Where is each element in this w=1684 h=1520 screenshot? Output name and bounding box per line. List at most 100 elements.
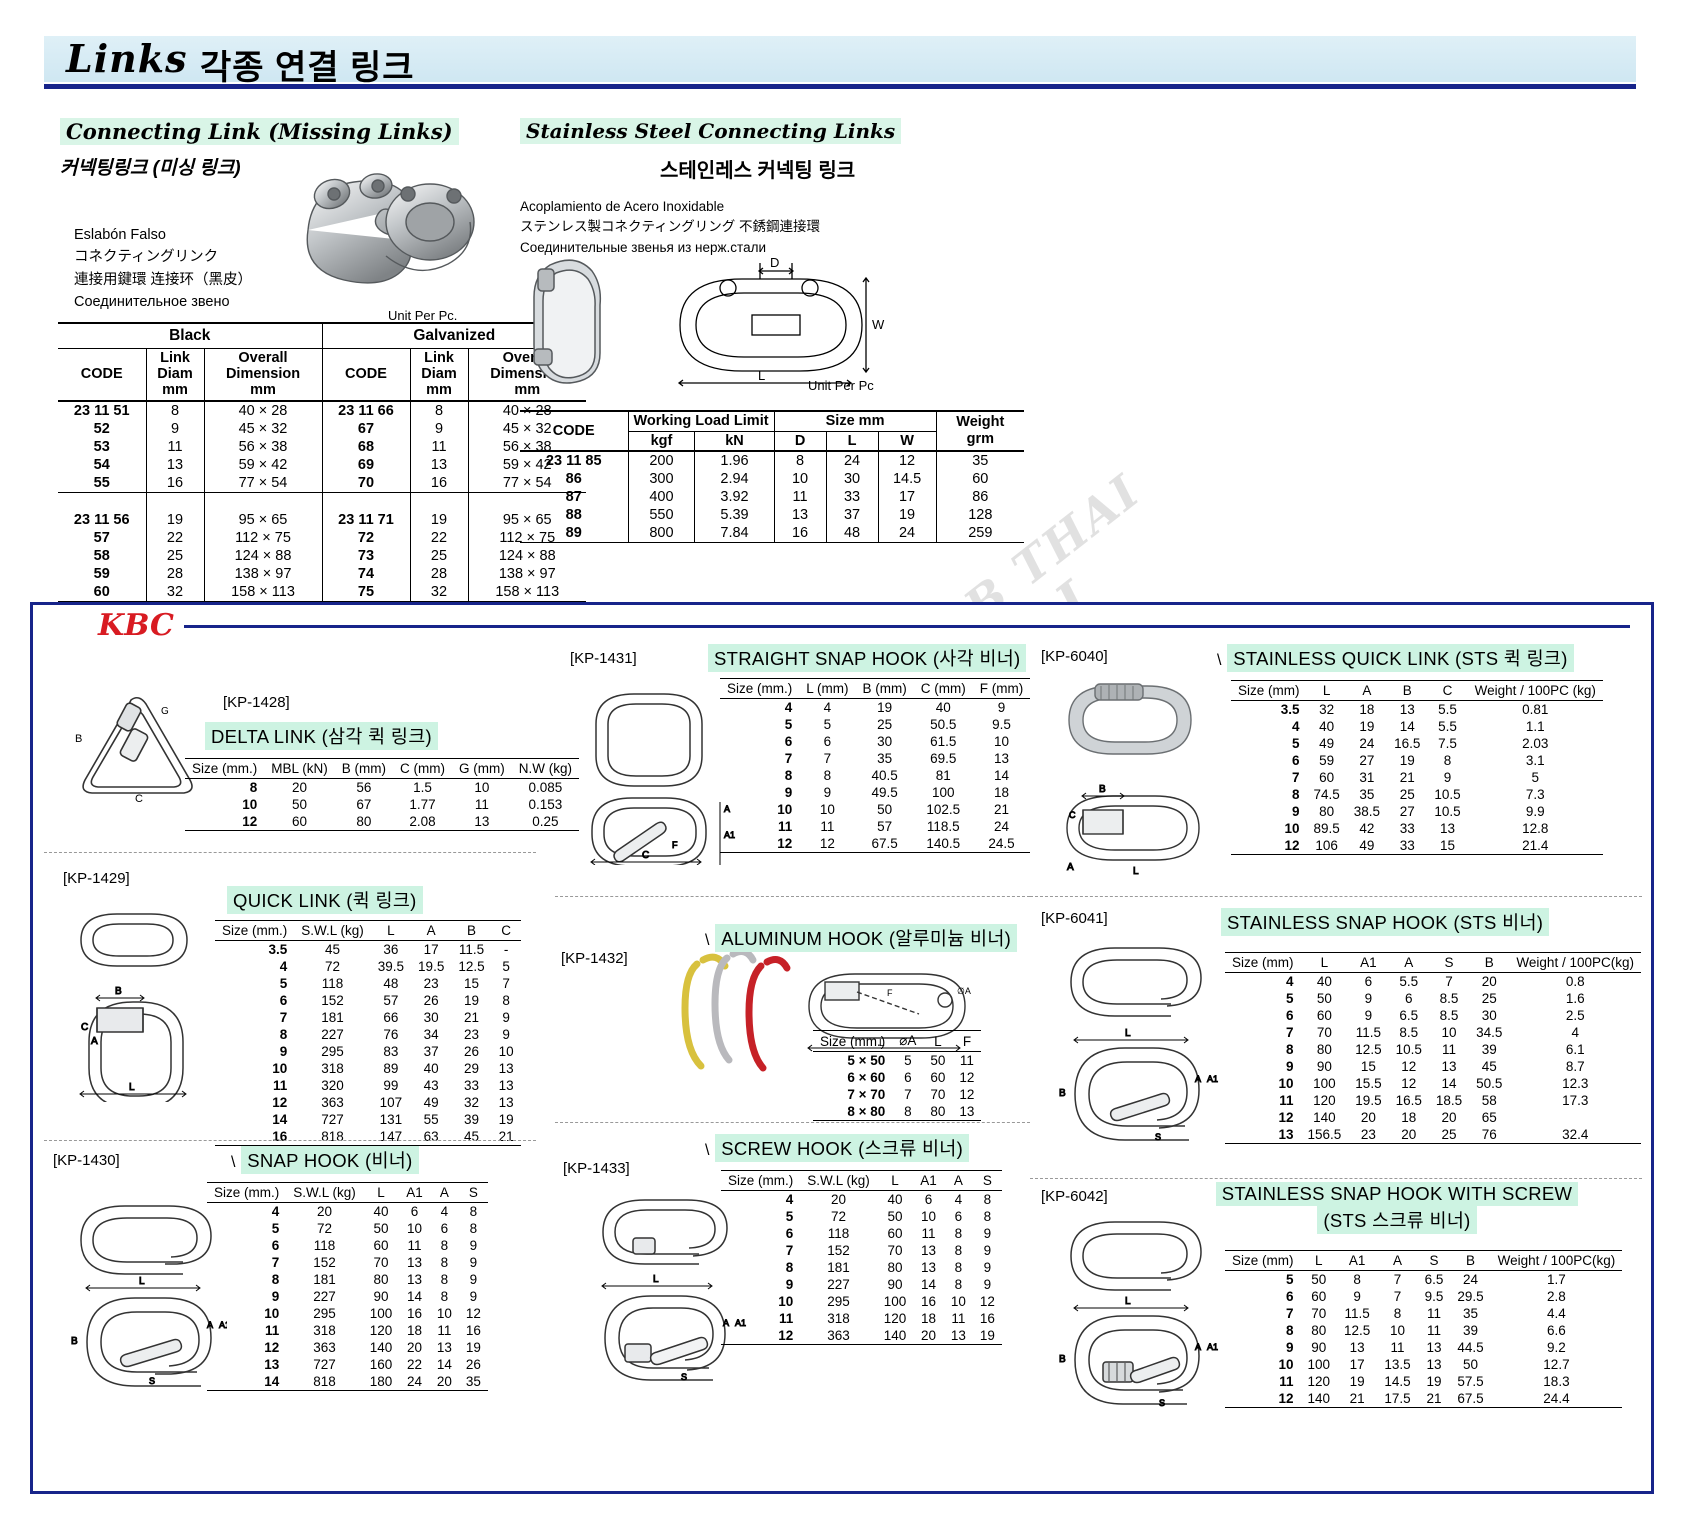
- table-cell: 140: [1307, 1391, 1331, 1406]
- table-cell: 19: [1399, 753, 1415, 768]
- table-cell: 72: [830, 1209, 847, 1224]
- svg-text:W: W: [872, 317, 885, 332]
- table-cell: 818: [313, 1374, 336, 1389]
- table-cell: 6: [410, 1204, 419, 1219]
- svg-text:B: B: [71, 1336, 78, 1347]
- table-row: 8 227 76 34 23 9: [215, 1026, 521, 1043]
- table-cell: 30: [825, 469, 879, 488]
- table-cell: 45: [1481, 1059, 1497, 1074]
- table-row: 12 140 21 17.5 21 67.5 24.4: [1225, 1390, 1622, 1408]
- table-cell: 9: [409, 419, 468, 438]
- table-cell: 9: [1364, 991, 1373, 1006]
- table-cell: 727: [321, 1112, 344, 1127]
- table-cell: 24: [1463, 1272, 1479, 1287]
- table-cell: 12: [1278, 1391, 1294, 1406]
- table-cell: 7 × 70: [847, 1087, 886, 1102]
- table-cell: 45 × 32: [203, 419, 322, 438]
- table-cell: 80: [930, 1104, 946, 1119]
- table-cell: 11: [773, 487, 827, 506]
- table-row: 4 20 40 6 4 8: [721, 1191, 1002, 1209]
- table-row: 12 12 67.5 140.5 24.5: [720, 835, 1030, 853]
- table-cell: 95 × 65: [203, 510, 322, 529]
- table-cell: 181: [827, 1260, 850, 1275]
- table-cell: 40.5: [871, 768, 898, 783]
- table-cell: 124 × 88: [467, 546, 586, 565]
- table-cell: 87: [565, 488, 582, 505]
- table-cell: 14: [436, 1357, 452, 1372]
- table-cell: 18: [921, 1311, 937, 1326]
- col-l: L: [825, 431, 879, 451]
- table-cell: 8: [1353, 1272, 1361, 1287]
- col-code: CODE: [552, 422, 595, 439]
- svg-text:L: L: [1125, 1296, 1131, 1307]
- snap-hook-code: [KP-1430]: [53, 1152, 120, 1169]
- straight-snap-hook-header-row: Size (mm.) L (mm) B (mm) C (mm) F (mm): [720, 678, 1031, 699]
- table-cell: 50: [1463, 1357, 1479, 1372]
- column-header: A: [1362, 683, 1372, 698]
- table-cell: 112 × 75: [467, 528, 586, 547]
- table-cell: 33: [825, 487, 879, 506]
- table-cell: 22: [407, 1357, 423, 1372]
- stainless-snap-hook-screw-body: 5 50 8 7 6.5 24 1.7 6 60 9 7 9.5 29.5 2.8 7 70 11.5 8 11 35…: [1225, 1271, 1622, 1408]
- table-cell: [1509, 1109, 1641, 1126]
- stainless-snap-hook-drawing: L A A1 S B: [1055, 936, 1220, 1156]
- stainless-link-body: 23 11 85 200 1.96 8 24 12 35 86 300 2.94 10 30 14.5 6…: [520, 450, 1025, 543]
- table-cell: 12: [1401, 1059, 1417, 1074]
- column-header: L: [1315, 1253, 1323, 1268]
- table-cell: 35: [935, 450, 1025, 470]
- table-cell: 118: [313, 1238, 336, 1253]
- unit-per-pc-note-left: Unit Per Pc.: [388, 308, 458, 323]
- quick-link-code: [KP-1429]: [63, 870, 130, 887]
- table-cell: 31: [1359, 770, 1375, 785]
- table-cell: 6: [904, 1070, 912, 1085]
- table-row: 13 156.5 23 20 25 76 32.4: [1225, 1126, 1641, 1144]
- table-row: 55 16 77 × 54 70 16 77 × 54: [58, 473, 586, 493]
- table-cell: 59 × 42: [203, 455, 322, 474]
- stainless-quick-link-body: 3.5 32 18 13 5.5 0.81 4 40 19 14 5.5 1.1 5 49 24 16.5 7.…: [1231, 701, 1603, 855]
- table-cell: 32: [145, 582, 204, 602]
- table-row: 5 50 8 7 6.5 24 1.7: [1225, 1271, 1622, 1289]
- table-row: 7 181 66 30 21 9: [215, 1009, 521, 1026]
- table-cell: 20: [1481, 974, 1497, 989]
- table-cell: 20: [291, 780, 308, 795]
- col-diam-black: Link Diam mm: [145, 348, 204, 401]
- table-cell: 12: [819, 836, 835, 851]
- table-cell: 23: [1360, 1127, 1376, 1142]
- table-row: 4 72 39.5 19.5 12.5 5: [215, 958, 521, 975]
- table-cell: 60: [930, 1070, 946, 1085]
- table-cell: 86: [565, 470, 582, 487]
- svg-text:C: C: [81, 1022, 88, 1033]
- col-w: W: [877, 431, 937, 451]
- table-row: 14 727 131 55 39 19: [215, 1111, 521, 1128]
- column-header: Size (mm.): [820, 1033, 886, 1049]
- table-cell: 13: [921, 1243, 937, 1258]
- table-cell: 318: [321, 1061, 344, 1076]
- table-cell: 10.5: [1434, 787, 1461, 802]
- table-cell: 102.5: [926, 802, 961, 817]
- table-cell: 7: [279, 1010, 288, 1025]
- table-row: 9 9 49.5 100 18: [720, 784, 1030, 801]
- table-cell: 259: [935, 523, 1025, 543]
- column-header: A: [439, 1185, 449, 1200]
- svg-text:C: C: [642, 850, 649, 861]
- column-header: A: [1392, 1253, 1402, 1268]
- table-cell: 6: [440, 1221, 449, 1236]
- screw-hook-body: 4 20 40 6 4 8 5 72 50 10 6 8 6 118 60 11 8 9 7 152 70 13 8 9 8 18…: [721, 1191, 1002, 1345]
- table-cell: 14: [1399, 719, 1415, 734]
- table-cell: 30: [877, 734, 893, 749]
- column-header: F (mm): [979, 681, 1024, 696]
- table-cell: 8: [983, 1192, 992, 1207]
- stainless-link-photo: [512, 245, 632, 390]
- table-cell: 14: [1441, 1076, 1457, 1091]
- table-cell: 19: [409, 510, 468, 529]
- stainless-quick-link-drawing: B C A L: [1047, 770, 1207, 880]
- table-cell: 227: [827, 1277, 850, 1292]
- table-cell: 10: [777, 802, 793, 817]
- table-cell: 17: [877, 487, 937, 506]
- snap-hook-title: \ SNAP HOOK (비너): [231, 1146, 419, 1174]
- table-cell: 10: [950, 1294, 966, 1309]
- table-cell: 10: [1278, 1076, 1294, 1091]
- table-cell: 16.5: [1395, 1093, 1422, 1108]
- table-cell: 12: [264, 1340, 280, 1355]
- aluminum-hook-table-wrap: Size (mm.) ⌀A L F 5 × 50 5 50 11 6 × 60 6 60 12 7 ×…: [813, 1030, 982, 1121]
